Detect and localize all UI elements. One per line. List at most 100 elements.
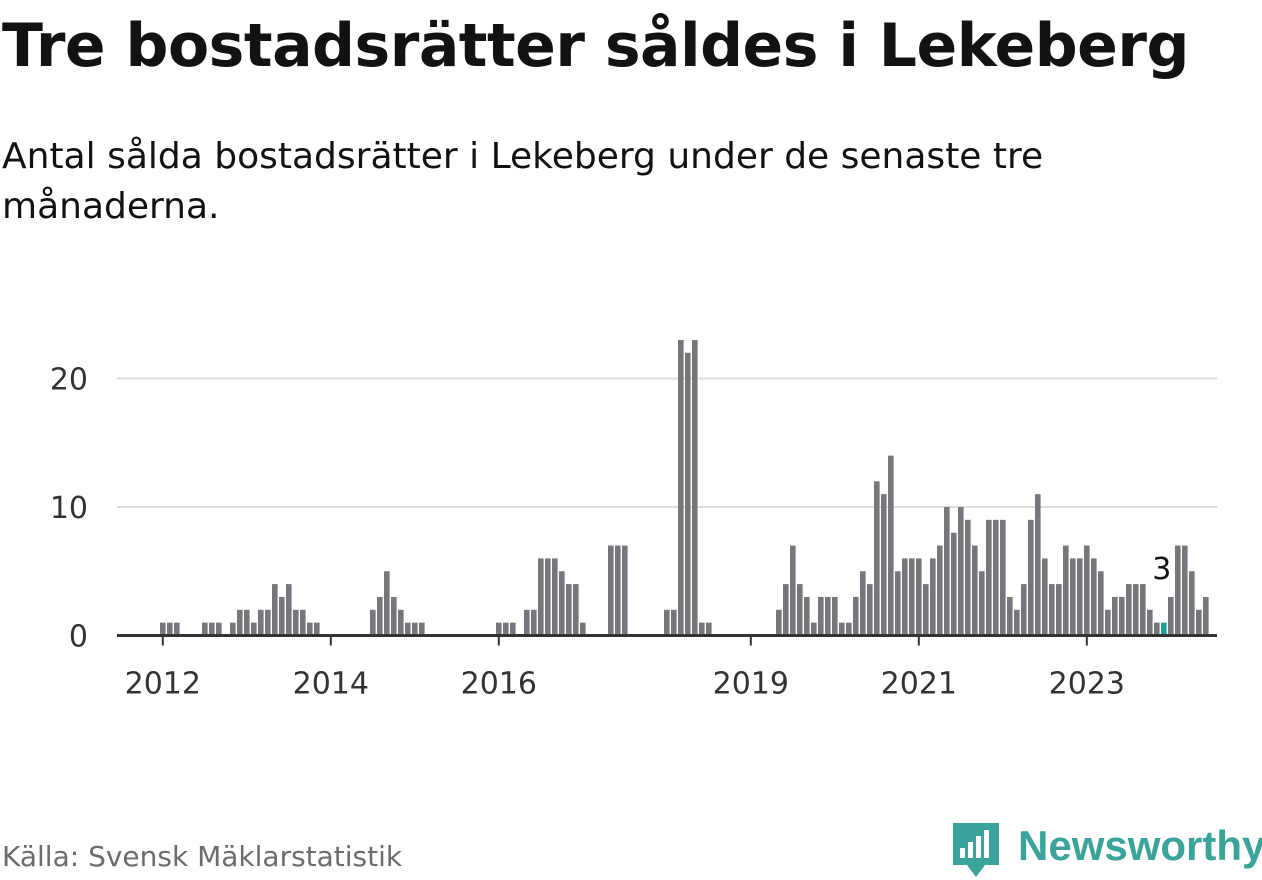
bar: [951, 532, 957, 636]
bar: [1091, 558, 1097, 636]
bar: [272, 584, 278, 636]
bar: [1112, 596, 1118, 636]
x-axis: [117, 634, 1217, 646]
bar: [307, 622, 313, 636]
bar: [685, 352, 691, 636]
bar: [552, 558, 558, 636]
bar: [1035, 494, 1041, 636]
bar: [783, 584, 789, 636]
bar: [1105, 609, 1111, 636]
bar: [230, 622, 236, 636]
bar: [888, 455, 894, 636]
newsworthy-chart-badge-icon: [953, 823, 999, 877]
bar: [930, 558, 936, 636]
x-tick-label: 2014: [293, 667, 369, 702]
bar: [797, 584, 803, 636]
gridlines: [117, 377, 1217, 508]
bar: [216, 622, 222, 636]
bar: [664, 609, 670, 636]
bar: [881, 494, 887, 636]
bar: [391, 596, 397, 636]
bar: [237, 609, 243, 636]
bar: [979, 571, 985, 636]
bar: [608, 545, 614, 636]
bar: [244, 609, 250, 636]
bar: [1014, 609, 1020, 636]
labels: 0 10 20 2012 2014 2016 2019 2021 2023 3: [50, 363, 1175, 702]
bar: [895, 571, 901, 636]
bar: [580, 622, 586, 636]
bar: [1042, 558, 1048, 636]
bar: [1007, 596, 1013, 636]
bar: [1000, 519, 1006, 636]
bar: [1147, 609, 1153, 636]
bar: [398, 609, 404, 636]
bar: [510, 622, 516, 636]
bar: [832, 596, 838, 636]
bar: [1175, 545, 1181, 636]
bar: [972, 545, 978, 636]
bar: [671, 609, 677, 636]
bar: [825, 596, 831, 636]
bar: [692, 339, 698, 636]
bar: [538, 558, 544, 636]
bar: [993, 519, 999, 636]
bar: [559, 571, 565, 636]
bar: [202, 622, 208, 636]
bar: [986, 519, 992, 636]
bar: [209, 622, 215, 636]
bar: [846, 622, 852, 636]
bar: [377, 596, 383, 636]
bar: [916, 558, 922, 636]
bar: [370, 609, 376, 636]
bar: [573, 584, 579, 636]
chart-subtitle: Antal sålda bostadsrätter i Lekeberg und…: [2, 136, 1044, 227]
bar: [531, 609, 537, 636]
bar: [839, 622, 845, 636]
bar: [1126, 584, 1132, 636]
bars: [160, 339, 1209, 636]
bar: [174, 622, 180, 636]
bar: [545, 558, 551, 636]
source-note: Källa: Svensk Mäklarstatistik: [2, 840, 403, 873]
x-tick-label: 2023: [1049, 667, 1125, 702]
bar: [405, 622, 411, 636]
bar: [412, 622, 418, 636]
bar: [524, 609, 530, 636]
bar: [706, 622, 712, 636]
bar: [419, 622, 425, 636]
bar: [1119, 596, 1125, 636]
bar: [1203, 596, 1209, 636]
bar: [496, 622, 502, 636]
bar: [300, 609, 306, 636]
bar: [1049, 584, 1055, 636]
bar: [874, 481, 880, 636]
x-tick-label: 2021: [881, 667, 957, 702]
bar: [251, 622, 257, 636]
bar: [965, 519, 971, 636]
bar: [1070, 558, 1076, 636]
bar: [790, 545, 796, 636]
bar: [160, 622, 166, 636]
bar: [923, 584, 929, 636]
bar: [566, 584, 572, 636]
bar: [279, 596, 285, 636]
brand-name: Newsworthy: [1018, 822, 1262, 869]
bar: [1133, 584, 1139, 636]
bar: [286, 584, 292, 636]
bar-highlight: [1161, 622, 1167, 636]
bar: [1182, 545, 1188, 636]
x-tick-label: 2012: [125, 667, 201, 702]
bar: [853, 596, 859, 636]
bar: [1168, 596, 1174, 636]
bar: [1056, 584, 1062, 636]
bar: [944, 507, 950, 636]
chart-title: Tre bostadsrätter såldes i Lekeberg: [2, 11, 1189, 81]
bar: [503, 622, 509, 636]
bar: [293, 609, 299, 636]
y-tick-label: 0: [69, 620, 88, 655]
bar: [958, 507, 964, 636]
bar: [804, 596, 810, 636]
bar: [818, 596, 824, 636]
bar: [1021, 584, 1027, 636]
